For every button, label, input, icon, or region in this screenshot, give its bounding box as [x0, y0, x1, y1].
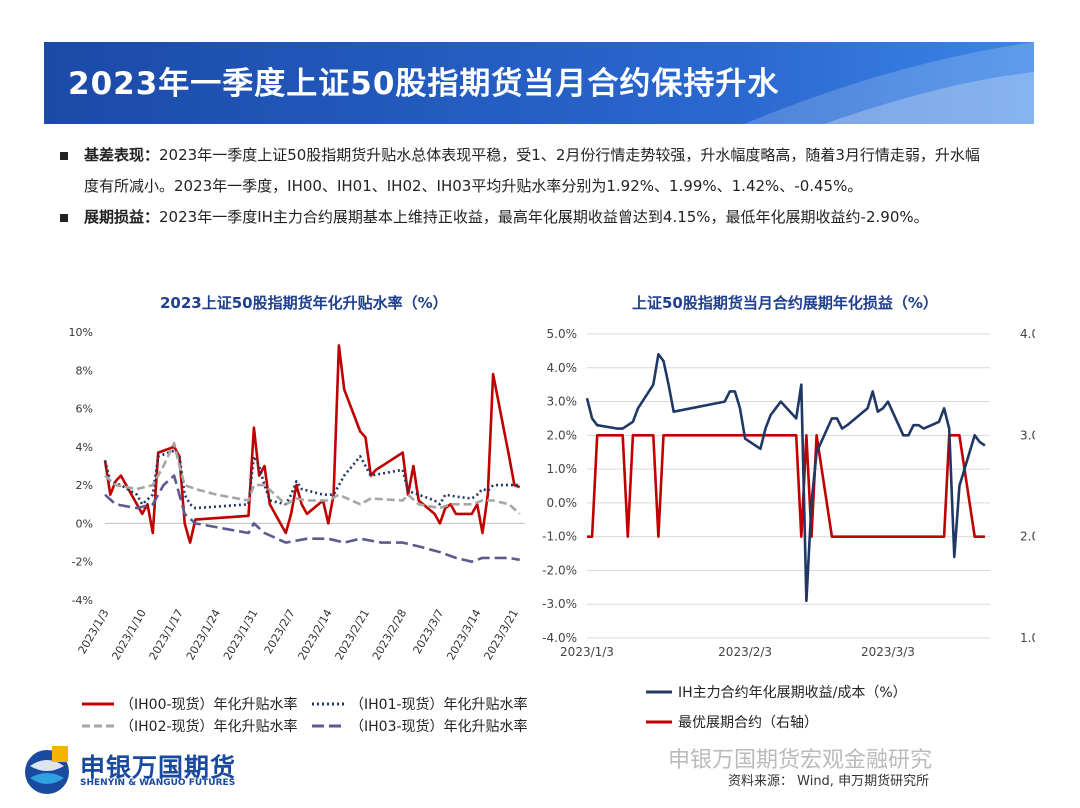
legend-ih01: （IH01-现货）年化升贴水率	[312, 694, 528, 714]
x-tick-label: 2023/1/17	[147, 607, 186, 662]
watermark: 申银万国期货宏观金融研究	[668, 748, 933, 773]
x-tick-label: 2023/1/31	[221, 607, 260, 662]
chart1-title: 2023上证50股指期货年化升贴水率（%）	[160, 294, 448, 312]
title-banner: 2023年一季度上证50股指期货当月合约保持升水	[44, 42, 1034, 124]
bullet-basis: 基差表现：2023年一季度上证50股指期货升贴水总体表现平稳，受1、2月份行情走…	[60, 140, 1040, 202]
bullet-square-icon	[60, 152, 68, 160]
x-tick-label: 2023/3/3	[861, 645, 915, 659]
y-right-tick-label: 2.0	[1020, 530, 1035, 544]
source-note: 资料来源： Wind, 申万期货研究所	[728, 774, 930, 789]
x-tick-label: 2023/3/7	[411, 607, 447, 656]
legend-ih02: （IH02-现货）年化升贴水率	[82, 716, 298, 736]
bullet-label: 基差表现：	[84, 146, 160, 164]
y-left-tick-label: -3.0%	[542, 597, 577, 611]
legend-swatch	[82, 724, 114, 728]
y-left-tick-label: 5.0%	[547, 327, 578, 341]
legend-label: （IH03-现货）年化升贴水率	[350, 719, 528, 735]
x-tick-label: 2023/1/10	[109, 607, 148, 662]
y-right-tick-label: 1.0	[1020, 631, 1035, 645]
series-line-3	[104, 474, 520, 563]
bullet-text: 2023年一季度上证50股指期货升贴水总体表现平稳，受1、2月份行情走势较强，升…	[159, 146, 980, 164]
legend-ih00: （IH00-现货）年化升贴水率	[82, 694, 298, 714]
y-left-tick-label: 3.0%	[547, 395, 578, 409]
series-line-0	[103, 344, 521, 544]
company-logo: 申银万国期货 SHENYIN & WANGUO FUTURES	[22, 746, 242, 796]
y-left-tick-label: -4.0%	[542, 631, 577, 645]
series-line-best-contract	[587, 434, 985, 538]
y-left-tick-label: 2.0%	[547, 428, 578, 442]
series-line-roll-return	[585, 352, 986, 603]
x-tick-label: 2023/1/24	[184, 607, 223, 662]
y-tick-label: 2%	[76, 479, 93, 492]
logo-text-en: SHENYIN & WANGUO FUTURES	[80, 778, 236, 788]
y-right-tick-label: 3.0	[1020, 428, 1035, 442]
y-left-tick-label: -2.0%	[542, 563, 577, 577]
legend-label: （IH02-现货）年化升贴水率	[120, 719, 298, 735]
legend-ih-roll: IH主力合约年化展期收益/成本（%）	[646, 682, 907, 702]
legend-ih03: （IH03-现货）年化升贴水率	[312, 716, 528, 736]
y-tick-label: 10%	[69, 326, 93, 339]
y-left-tick-label: -1.0%	[542, 530, 577, 544]
bullet-square-icon	[60, 214, 68, 222]
chart2-title: 上证50股指期货当月合约展期年化损益（%）	[632, 294, 938, 312]
x-tick-label: 2023/3/21	[482, 607, 521, 662]
banner-background	[44, 42, 1034, 124]
chart1-plot: 10%8%6%4%2%0%-2%-4%2023/1/32023/1/102023…	[69, 326, 525, 662]
x-tick-label: 2023/1/3	[76, 607, 112, 656]
y-left-tick-label: 0.0%	[547, 496, 578, 510]
x-tick-label: 2023/2/21	[333, 607, 372, 662]
chart2-plot: 5.0% 4.0% 3.0% 2.0% 1.0% 0.0% -1.0% -2.0% -3.0% -…	[542, 327, 1035, 659]
logo-text-cn: 申银万国期货	[80, 753, 237, 782]
logo-globe-icon	[25, 746, 69, 794]
y-tick-label: 8%	[76, 364, 93, 377]
bullet-label: 展期损益：	[84, 208, 160, 226]
legend-label: 最优展期合约（右轴）	[678, 715, 818, 731]
y-left-tick-label: 1.0%	[547, 462, 578, 476]
y-tick-label: 4%	[76, 441, 93, 454]
legend-swatch	[312, 702, 344, 706]
y-tick-label: -4%	[72, 594, 93, 607]
x-tick-label: 2023/2/3	[718, 645, 772, 659]
x-tick-label: 2023/2/28	[370, 607, 409, 662]
legend-swatch	[82, 702, 114, 706]
x-tick-label: 2023/3/14	[444, 607, 483, 662]
summary-bullets: 基差表现：2023年一季度上证50股指期货升贴水总体表现平稳，受1、2月份行情走…	[60, 140, 1040, 233]
legend-label: （IH00-现货）年化升贴水率	[120, 697, 298, 713]
bullet-text-cont: 度有所减小。2023年一季度，IH00、IH01、IH02、IH03平均升贴水率…	[84, 177, 863, 195]
legend-label: IH主力合约年化展期收益/成本（%）	[678, 685, 907, 701]
legend-swatch	[646, 720, 672, 724]
y-tick-label: -2%	[72, 556, 93, 569]
legend-swatch	[646, 690, 672, 694]
x-tick-label: 2023/2/14	[295, 607, 334, 662]
legend-label: （IH01-现货）年化升贴水率	[350, 697, 528, 713]
series-line-2	[104, 441, 521, 515]
y-tick-label: 0%	[76, 517, 93, 530]
legend-best-contract: 最优展期合约（右轴）	[646, 712, 818, 732]
x-tick-label: 2023/2/7	[262, 607, 298, 656]
x-tick-label: 2023/1/3	[560, 645, 614, 659]
bullet-roll: 展期损益：2023年一季度IH主力合约展期基本上维持正收益，最高年化展期收益曾达…	[60, 202, 1040, 233]
y-right-tick-label: 4.0	[1020, 327, 1035, 341]
y-left-tick-label: 4.0%	[547, 361, 578, 375]
legend-swatch	[312, 724, 344, 728]
y-tick-label: 6%	[76, 403, 93, 416]
page-title: 2023年一季度上证50股指期货当月合约保持升水	[68, 66, 780, 102]
bullet-text: 2023年一季度IH主力合约展期基本上维持正收益，最高年化展期收益曾达到4.15…	[159, 208, 929, 226]
